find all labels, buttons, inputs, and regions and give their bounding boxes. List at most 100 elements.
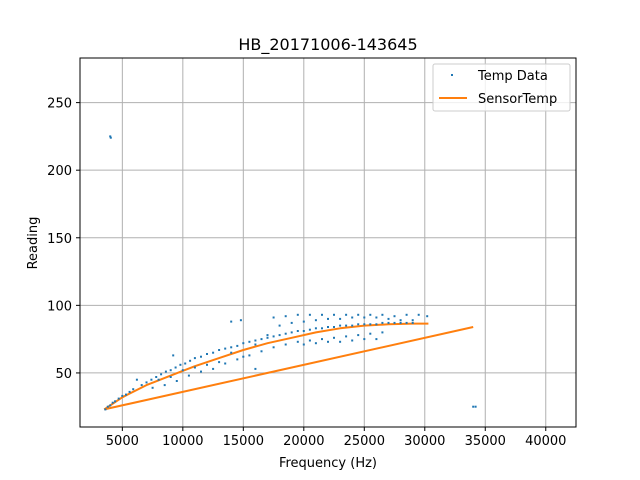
temp-data-point <box>121 394 124 397</box>
temp-data-point <box>284 332 287 335</box>
temp-data-point <box>327 326 329 328</box>
temp-data-point <box>174 366 177 369</box>
ticks: 5000 10000 15000 20000 25000 30000 35000 40000 5… <box>47 97 566 449</box>
temp-data-point <box>321 327 323 330</box>
temp-data-point <box>314 342 317 345</box>
x-axis-label: Frequency (Hz) <box>279 456 377 471</box>
temp-data-point <box>327 317 329 320</box>
temp-data-point <box>351 316 354 319</box>
temp-data-point <box>200 370 202 373</box>
x-tick-label: 5000 <box>106 434 139 449</box>
temp-data-point <box>369 332 372 335</box>
temp-data-point <box>179 363 182 366</box>
temp-data-point <box>314 319 317 322</box>
x-tick-label: 40000 <box>525 434 566 449</box>
y-tick-label: 150 <box>47 232 72 247</box>
temp-data-point <box>474 405 477 408</box>
temp-data-point <box>212 367 215 370</box>
temp-data-point <box>206 363 208 366</box>
temp-data-point <box>109 136 112 139</box>
temp-data-point <box>230 320 233 323</box>
temp-data-point <box>111 401 114 404</box>
temp-data-point <box>381 331 384 334</box>
temp-data-point <box>114 400 117 403</box>
temp-data-point <box>193 366 196 369</box>
temp-data-point <box>327 340 329 343</box>
temp-data-point <box>302 343 305 346</box>
temp-data-point <box>411 319 414 322</box>
temp-data-point <box>163 384 166 387</box>
sensortemp-line <box>103 322 429 411</box>
y-tick-label: 100 <box>47 299 72 314</box>
temp-data-point <box>236 358 239 361</box>
temp-data-point <box>200 355 202 358</box>
temp-data-point <box>363 316 366 319</box>
temp-data-point <box>351 339 354 342</box>
temp-data-point <box>175 380 178 382</box>
x-tick-label: 35000 <box>465 434 506 449</box>
temp-data-point <box>266 336 269 339</box>
temp-data-point <box>266 334 269 337</box>
temp-data-point <box>314 327 317 330</box>
legend-label-temp-data: Temp Data <box>477 69 548 84</box>
temp-data-point <box>399 321 402 324</box>
temp-data-point <box>284 315 287 318</box>
temp-data-point <box>117 397 120 400</box>
temp-data-point <box>345 335 348 338</box>
temp-data-point <box>254 343 257 346</box>
temp-data-point <box>308 328 311 331</box>
temp-data-point <box>369 323 372 326</box>
y-tick-label: 200 <box>47 164 72 179</box>
temp-data-point <box>187 374 190 377</box>
temp-data-point <box>172 354 175 357</box>
temp-data-point <box>169 376 172 378</box>
temp-data-point <box>417 313 420 316</box>
temp-data-point <box>260 350 263 353</box>
temp-data-point <box>272 316 275 319</box>
temp-data-point <box>393 321 396 324</box>
temp-data-point <box>151 386 154 389</box>
temp-data-point <box>405 321 408 324</box>
temp-data-point <box>272 335 275 338</box>
temp-data-point <box>296 330 299 332</box>
temp-data-point <box>254 339 257 342</box>
temp-data-point <box>308 313 311 316</box>
temp-data-point <box>184 362 187 365</box>
temp-data-point <box>206 353 208 355</box>
x-tick-label: 15000 <box>223 434 264 449</box>
temp-data-point <box>109 404 112 407</box>
y-axis-label: Reading <box>26 217 41 270</box>
temp-data-point <box>339 317 342 320</box>
legend-box <box>432 63 571 112</box>
temp-data-point <box>164 370 167 373</box>
x-tick-label: 10000 <box>162 434 203 449</box>
y-tick-label: 50 <box>55 367 72 382</box>
temp-data-point <box>254 367 257 370</box>
temp-data-point <box>375 338 378 341</box>
temp-data-point <box>230 346 233 349</box>
legend: Temp Data SensorTemp <box>432 63 571 112</box>
plot-data <box>103 135 477 411</box>
axes-frame <box>79 57 577 428</box>
temp-data-point <box>387 317 390 320</box>
temp-data-point <box>106 405 109 408</box>
temp-data-point <box>290 321 293 324</box>
temp-data-point <box>242 342 245 345</box>
temp-data-point <box>405 313 408 316</box>
temp-data-point <box>387 321 390 324</box>
temp-data-point <box>357 313 360 316</box>
temp-data-point <box>363 323 366 326</box>
temp-data-point <box>104 408 107 411</box>
temp-data-point <box>128 390 131 393</box>
temp-data-point <box>381 313 384 316</box>
temp-data-point <box>339 324 342 327</box>
legend-label-sensortemp: SensorTemp <box>478 92 557 107</box>
temp-data-point <box>278 324 281 327</box>
temp-data-point <box>290 331 293 334</box>
grid <box>80 58 576 427</box>
temp-data-point <box>333 336 335 339</box>
sensortemp-line <box>103 326 474 411</box>
temp-data-point <box>224 347 227 350</box>
temp-data-point <box>160 373 163 376</box>
temp-data-point <box>363 338 366 341</box>
